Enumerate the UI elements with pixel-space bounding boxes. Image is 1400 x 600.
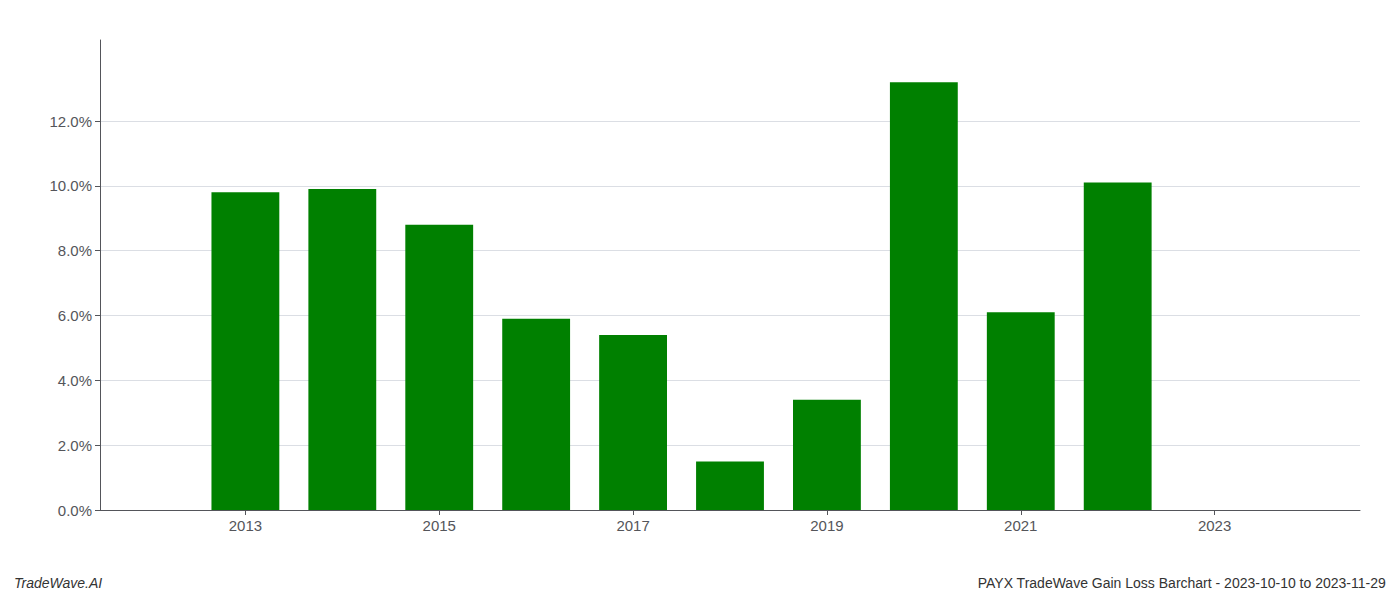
svg-text:8.0%: 8.0% [58, 242, 92, 259]
svg-text:2013: 2013 [229, 517, 262, 534]
svg-text:PAYX TradeWave Gain Loss Barch: PAYX TradeWave Gain Loss Barchart - 2023… [978, 575, 1386, 591]
svg-text:2.0%: 2.0% [58, 437, 92, 454]
svg-text:0.0%: 0.0% [58, 502, 92, 519]
svg-text:2017: 2017 [616, 517, 649, 534]
svg-text:2021: 2021 [1004, 517, 1037, 534]
svg-text:10.0%: 10.0% [49, 177, 92, 194]
svg-text:12.0%: 12.0% [49, 113, 92, 130]
svg-text:2015: 2015 [423, 517, 456, 534]
svg-text:2019: 2019 [810, 517, 843, 534]
svg-text:TradeWave.AI: TradeWave.AI [14, 575, 102, 591]
svg-text:4.0%: 4.0% [58, 372, 92, 389]
svg-text:2023: 2023 [1198, 517, 1231, 534]
svg-text:6.0%: 6.0% [58, 307, 92, 324]
